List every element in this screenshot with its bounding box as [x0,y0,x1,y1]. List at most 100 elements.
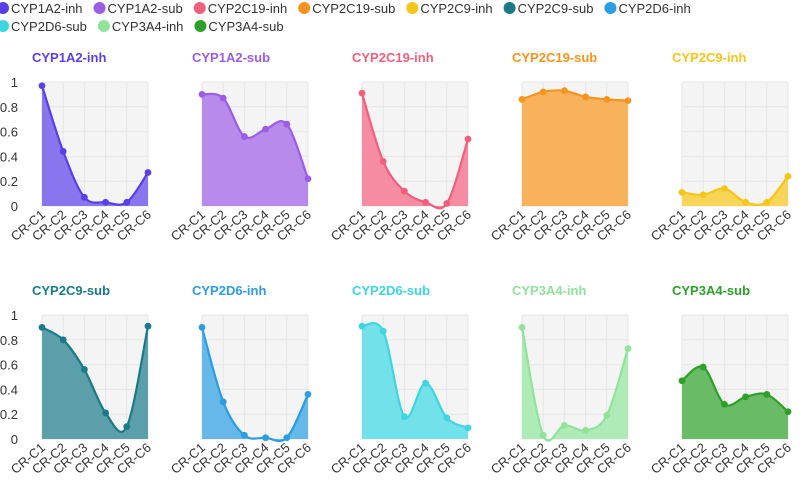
legend-item-cyp2c19-sub[interactable]: CYP2C19-sub [298,1,395,16]
data-point-cr-c4[interactable] [262,125,269,133]
data-point-cr-c2[interactable] [539,431,547,439]
data-point-cr-c5[interactable] [443,200,451,207]
legend-swatch [503,2,516,14]
legend-swatch [97,20,110,32]
data-point-cr-c6[interactable] [624,345,632,352]
legend-swatch [604,2,617,14]
series-area [42,85,148,206]
data-point-cr-c2[interactable] [379,327,387,335]
data-point-cr-c3[interactable] [721,185,728,193]
data-point-cr-c6[interactable] [304,175,312,183]
data-point-cr-c1[interactable] [38,324,46,331]
data-point-cr-c2[interactable] [379,157,387,165]
legend-item-cyp2c9-sub[interactable]: CYP2C9-sub [503,1,594,16]
data-point-cr-c3[interactable] [241,431,248,439]
series-area [522,327,628,441]
data-point-cr-c5[interactable] [603,412,611,419]
data-point-cr-c6[interactable] [304,390,312,398]
data-point-cr-c5[interactable] [123,423,131,430]
legend-label: CYP2C9-inh [420,1,492,16]
data-point-cr-c2[interactable] [59,148,67,155]
legend-item-cyp2c9-inh[interactable]: CYP2C9-inh [406,1,493,16]
y-tick-label: 0.4 [0,382,18,397]
data-point-cr-c4[interactable] [102,198,109,206]
panel-title: CYP2C9-inh [672,50,746,65]
plot-background [682,82,788,206]
data-point-cr-c4[interactable] [422,198,429,206]
data-point-cr-c6[interactable] [144,169,152,176]
data-point-cr-c1[interactable] [38,82,46,90]
data-point-cr-c5[interactable] [763,198,771,206]
data-point-cr-c3[interactable] [721,400,728,408]
panel-title: CYP2C19-sub [512,50,597,65]
data-point-cr-c2[interactable] [699,363,707,371]
data-point-cr-c3[interactable] [81,366,88,373]
data-point-cr-c5[interactable] [603,95,611,103]
data-point-cr-c3[interactable] [241,133,248,140]
data-point-cr-c3[interactable] [401,187,408,195]
panel-title: CYP2D6-sub [352,283,430,298]
y-axis-ticks: 0 0.2 0.4 0.6 0.8 1 [0,308,18,447]
data-point-cr-c1[interactable] [678,188,686,196]
y-tick-label: 0.2 [0,407,18,422]
data-point-cr-c1[interactable] [198,91,206,98]
data-point-cr-c4[interactable] [582,93,589,101]
series-area [362,93,468,209]
legend-swatch [298,2,311,14]
data-point-cr-c2[interactable] [219,398,227,406]
data-point-cr-c6[interactable] [464,135,472,143]
data-point-cr-c1[interactable] [358,89,366,97]
data-point-cr-c1[interactable] [518,324,526,331]
data-point-cr-c5[interactable] [763,390,771,398]
legend-item-cyp2d6-inh[interactable]: CYP2D6-inh [604,1,691,16]
data-point-cr-c1[interactable] [198,324,206,331]
panel-title: CYP2C19-inh [352,50,434,65]
data-point-cr-c5[interactable] [443,414,451,422]
data-point-cr-c3[interactable] [561,421,568,429]
legend-label: CYP2D6-sub [11,19,87,34]
data-point-cr-c5[interactable] [283,434,291,442]
data-point-cr-c6[interactable] [464,424,472,432]
series-area [522,90,628,206]
legend-item-cyp3a4-inh[interactable]: CYP3A4-inh [97,19,184,34]
data-point-cr-c6[interactable] [784,172,792,180]
data-point-cr-c4[interactable] [262,434,269,442]
legend-item-cyp1a2-inh[interactable]: CYP1A2-inh [0,1,83,16]
legend-item-cyp1a2-sub[interactable]: CYP1A2-sub [93,1,183,16]
data-point-cr-c1[interactable] [358,322,366,330]
legend-item-cyp2c19-inh[interactable]: CYP2C19-inh [193,1,288,16]
data-point-cr-c6[interactable] [784,408,792,416]
data-point-cr-c4[interactable] [742,393,749,401]
data-point-cr-c5[interactable] [123,198,131,206]
data-point-cr-c2[interactable] [59,336,67,344]
data-point-cr-c3[interactable] [401,413,408,421]
panel-title: CYP2C9-sub [32,283,110,298]
legend-item-cyp3a4-sub[interactable]: CYP3A4-sub [194,19,284,34]
data-point-cr-c4[interactable] [422,379,429,387]
data-point-cr-c4[interactable] [582,426,589,434]
data-point-cr-c6[interactable] [624,97,632,104]
series-area [42,326,148,439]
data-point-cr-c2[interactable] [539,88,547,96]
data-point-cr-c1[interactable] [678,377,686,385]
data-point-cr-c2[interactable] [699,191,707,199]
legend-label: CYP3A4-inh [112,19,184,34]
data-point-cr-c5[interactable] [283,120,291,128]
data-point-cr-c3[interactable] [81,193,88,201]
panel-title: CYP1A2-inh [32,50,106,65]
data-point-cr-c4[interactable] [102,409,109,417]
data-point-cr-c4[interactable] [742,198,749,206]
data-point-cr-c2[interactable] [219,94,227,102]
series-area [202,327,308,442]
data-point-cr-c1[interactable] [518,95,526,103]
data-point-cr-c6[interactable] [144,322,152,330]
legend-item-cyp2d6-sub[interactable]: CYP2D6-sub [0,19,87,34]
data-point-cr-c3[interactable] [561,87,568,95]
